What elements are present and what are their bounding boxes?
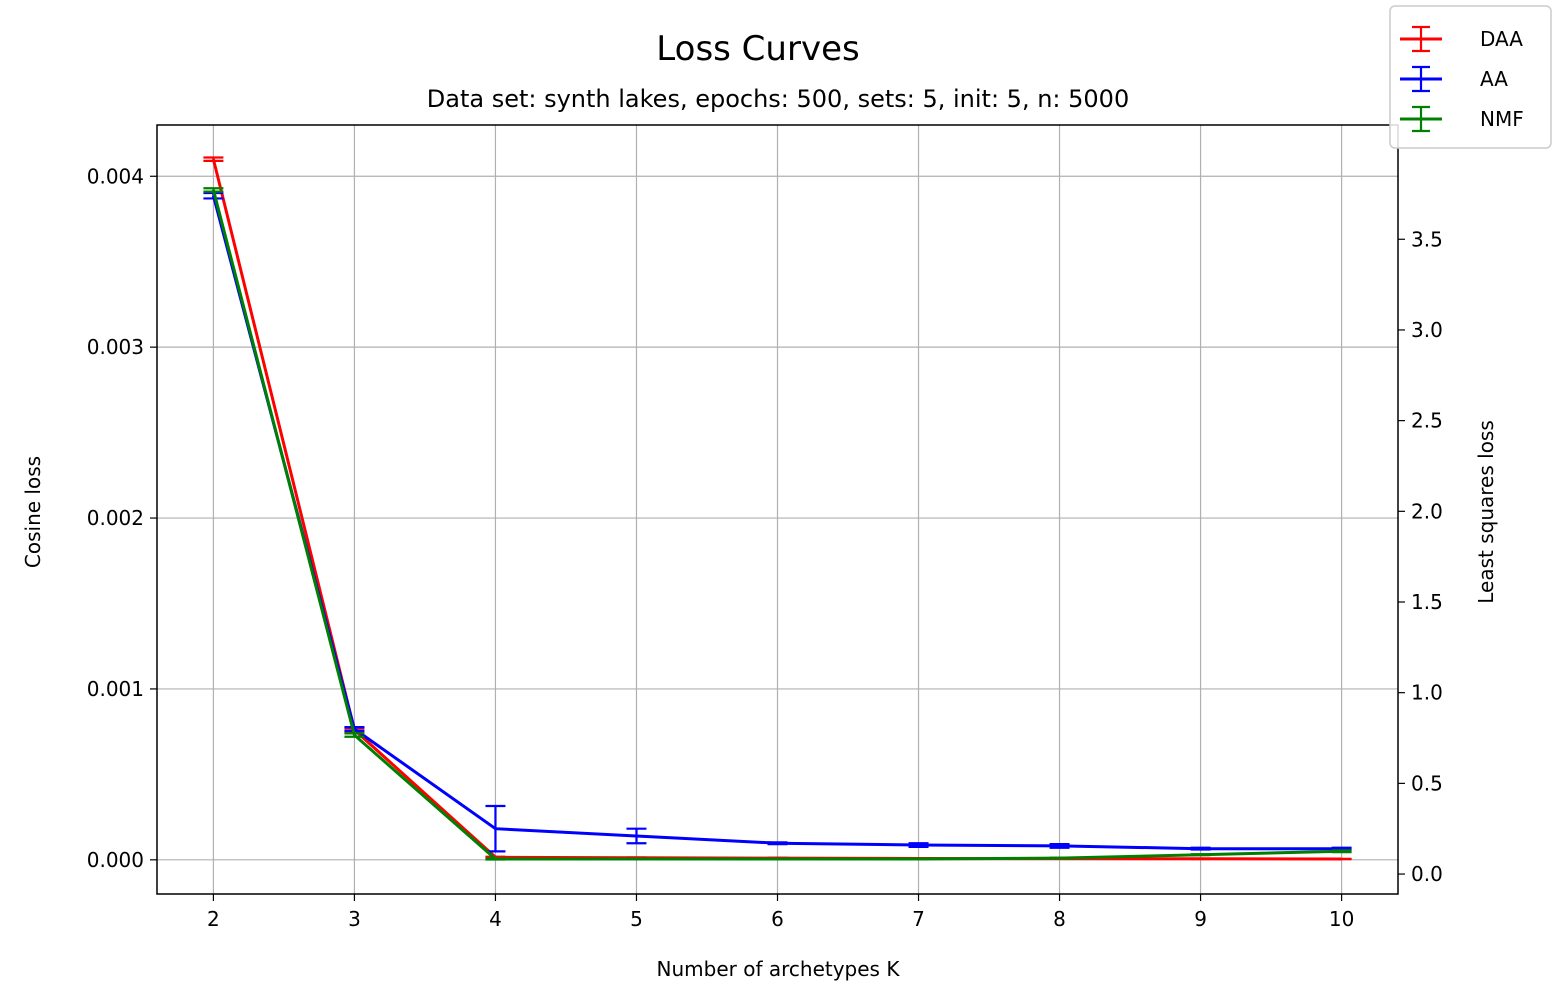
y-tick-label-right: 3.5 [1411,227,1443,251]
error-bar-aa [1331,846,1352,851]
error-bar-nmf [1331,849,1352,854]
y-tick-label-right: 3.0 [1411,318,1443,342]
legend-item-aa: AA [1400,65,1508,93]
x-tick-label: 2 [207,907,220,931]
y-tick-label-left: 0.003 [87,335,144,359]
y-axis-label-right: Least squares loss [1474,420,1498,604]
error-bar-aa [1049,843,1070,849]
legend-label-nmf: NMF [1480,107,1524,131]
x-tick-label: 9 [1194,907,1207,931]
y-tick-label-left: 0.000 [87,848,144,872]
y-tick-label-right: 0.5 [1411,771,1443,795]
legend: DAA AA NMF [1389,5,1552,149]
x-tick-label: 8 [1053,907,1066,931]
chart-title: Loss Curves [656,29,859,69]
legend-item-daa: DAA [1400,25,1523,53]
legend-item-nmf: NMF [1400,105,1524,133]
error-bar-nmf [203,187,224,193]
y-tick-label-left: 0.004 [87,164,144,188]
x-axis-label: Number of archetypes K [657,957,901,981]
legend-box [1389,5,1552,149]
grid-lines [157,125,1398,894]
error-bar-aa [908,842,929,848]
x-tick-label: 4 [489,907,502,931]
error-bar-nmf [1190,853,1211,857]
y-tick-label-right: 1.0 [1411,681,1443,705]
legend-label-aa: AA [1480,67,1508,91]
y-tick-label-right: 0.0 [1411,862,1443,886]
y-tick-label-right: 2.5 [1411,409,1443,433]
axis-ticks: 2 3 4 5 6 7 8 9 10 0.000 0.001 0.002 0.003 0.004 0.0 0.… [87,164,1443,931]
error-bar-aa [1190,846,1211,851]
y-axis-label-left: Cosine loss [21,456,45,568]
error-bar-daa [203,156,224,162]
error-bar-aa [767,841,788,846]
error-bar-nmf [1049,856,1070,860]
error-bar-nmf [485,857,506,861]
x-tick-label: 3 [348,907,361,931]
chart-subtitle: Data set: synth lakes, epochs: 500, sets… [427,85,1129,113]
y-tick-label-left: 0.002 [87,506,144,530]
error-bar-nmf [344,732,365,738]
y-tick-label-right: 1.5 [1411,590,1443,614]
x-tick-label: 5 [630,907,643,931]
x-tick-label: 6 [771,907,784,931]
y-tick-label-right: 2.0 [1411,499,1443,523]
series-layer [203,156,1352,861]
legend-label-daa: DAA [1480,27,1523,51]
error-bar-nmf [626,857,647,861]
x-tick-label: 10 [1329,907,1354,931]
error-bar-aa [626,827,647,845]
y-tick-label-left: 0.001 [87,677,144,701]
x-tick-label: 7 [912,907,925,931]
